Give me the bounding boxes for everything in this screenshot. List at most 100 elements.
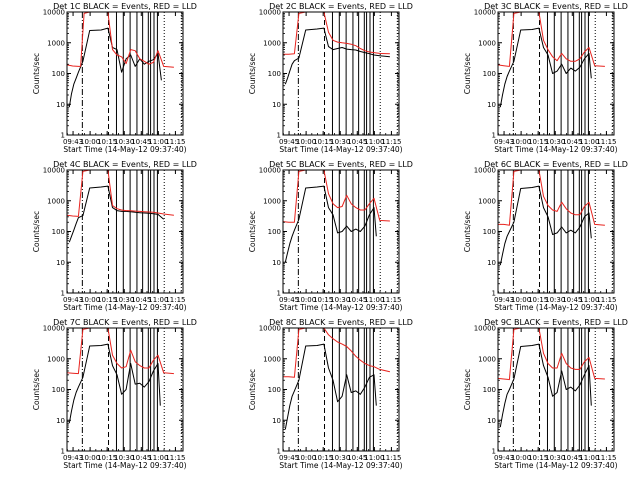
- y-tick-label: 1000: [47, 39, 65, 47]
- marker-lines: [512, 170, 613, 293]
- y-tick-label: 10000: [43, 9, 65, 17]
- x-axis-title: Start Time (14-May-12 09:37:40): [279, 145, 402, 154]
- events-series-line: [499, 27, 592, 108]
- x-tick-label: 10:00: [511, 454, 531, 462]
- marker-lines: [297, 12, 398, 135]
- x-tick-label: 10:15: [97, 454, 117, 462]
- panel-2: Det 2C BLACK = Events, RED = LLD 1 10 100 10…: [248, 2, 413, 154]
- panel-7: Det 7C BLACK = Events, RED = LLD 1 10 100 10…: [32, 318, 197, 470]
- lld-series-line: [498, 328, 605, 381]
- panel-5: Det 5C BLACK = Events, RED = LLD 1 10 100 10…: [248, 160, 413, 312]
- y-tick-label: 100: [268, 70, 281, 78]
- x-tick-label: 11:15: [596, 296, 616, 304]
- x-tick-label: 11:15: [165, 454, 185, 462]
- y-tick-label: 10: [487, 259, 496, 267]
- x-tick-label: 10:45: [562, 454, 582, 462]
- y-tick-label: 10000: [259, 9, 281, 17]
- plot-frame: [66, 169, 184, 294]
- x-tick-label: 10:00: [80, 296, 100, 304]
- x-tick-label: 10:15: [528, 454, 548, 462]
- x-axis-title: Start Time (14-May-12 09:37:40): [279, 303, 402, 312]
- x-tick-label: 11:00: [364, 138, 384, 146]
- plot-frame: [497, 169, 615, 294]
- events-series-line: [68, 185, 165, 243]
- y-tick-label: 1000: [263, 355, 281, 363]
- x-tick-label: 10:45: [131, 296, 151, 304]
- x-tick-label: 10:15: [313, 138, 333, 146]
- y-tick-label: 1: [61, 448, 65, 456]
- y-tick-label: 100: [52, 228, 65, 236]
- x-tick-label: 10:45: [131, 138, 151, 146]
- x-tick-label: 10:30: [114, 296, 134, 304]
- x-tick-label: 11:00: [579, 138, 599, 146]
- x-tick-label: 10:30: [330, 296, 350, 304]
- panel-title: Det 6C BLACK = Events, RED = LLD: [484, 160, 628, 169]
- y-tick-label: 1: [61, 132, 65, 140]
- y-tick-label: 1000: [263, 39, 281, 47]
- x-tick-label: 09:43: [63, 138, 83, 146]
- x-tick-label: 11:00: [148, 138, 168, 146]
- x-axis-title: Start Time (14-May-12 09:37:40): [63, 145, 186, 154]
- y-tick-label: 10000: [43, 325, 65, 333]
- x-tick-label: 09:43: [494, 138, 514, 146]
- x-tick-label: 11:15: [381, 138, 401, 146]
- y-axis-title: Counts/sec: [248, 53, 257, 94]
- marker-lines: [512, 12, 613, 135]
- events-series-line: [284, 27, 390, 85]
- y-axis-title: Counts/sec: [463, 53, 472, 94]
- panel-title: Det 7C BLACK = Events, RED = LLD: [53, 318, 197, 327]
- y-tick-label: 10000: [474, 167, 496, 175]
- x-tick-label: 10:45: [131, 454, 151, 462]
- events-series-line: [499, 185, 592, 266]
- x-tick-label: 11:00: [148, 296, 168, 304]
- y-tick-label: 1: [492, 290, 496, 298]
- y-tick-label: 10000: [259, 167, 281, 175]
- x-tick-label: 09:43: [494, 454, 514, 462]
- x-tick-label: 10:00: [80, 454, 100, 462]
- y-tick-label: 1: [61, 290, 65, 298]
- y-tick-label: 1000: [47, 355, 65, 363]
- plot-frame: [282, 11, 400, 136]
- x-tick-label: 10:45: [347, 454, 367, 462]
- x-tick-label: 10:15: [97, 296, 117, 304]
- x-tick-label: 10:45: [562, 296, 582, 304]
- x-tick-label: 10:15: [97, 138, 117, 146]
- x-tick-label: 10:30: [330, 454, 350, 462]
- plot-frame: [497, 327, 615, 452]
- x-tick-label: 10:30: [114, 454, 134, 462]
- y-tick-label: 10: [56, 101, 65, 109]
- y-tick-label: 1: [277, 290, 281, 298]
- plot-frame: [66, 11, 184, 136]
- y-tick-label: 10000: [474, 9, 496, 17]
- y-tick-label: 100: [52, 386, 65, 394]
- y-axis-title: Counts/sec: [248, 211, 257, 252]
- events-series-line: [284, 185, 377, 263]
- panel-title: Det 8C BLACK = Events, RED = LLD: [269, 318, 413, 327]
- marker-lines: [297, 170, 398, 293]
- y-tick-label: 1000: [478, 355, 496, 363]
- x-tick-label: 11:00: [364, 454, 384, 462]
- y-tick-label: 10: [487, 417, 496, 425]
- y-tick-label: 10: [56, 417, 65, 425]
- panel-8: Det 8C BLACK = Events, RED = LLD 1 10 100 10…: [248, 318, 413, 470]
- events-series-line: [68, 343, 161, 424]
- panel-title: Det 2C BLACK = Events, RED = LLD: [269, 2, 413, 11]
- y-axis-title: Counts/sec: [248, 369, 257, 410]
- events-series-line: [68, 27, 162, 108]
- x-tick-label: 09:43: [63, 296, 83, 304]
- x-tick-label: 11:00: [579, 296, 599, 304]
- x-tick-label: 10:45: [347, 296, 367, 304]
- y-tick-label: 100: [483, 386, 496, 394]
- x-tick-label: 11:00: [148, 454, 168, 462]
- y-axis-title: Counts/sec: [463, 211, 472, 252]
- panel-title: Det 3C BLACK = Events, RED = LLD: [484, 2, 628, 11]
- y-tick-label: 1000: [478, 197, 496, 205]
- y-tick-label: 100: [268, 386, 281, 394]
- x-tick-label: 10:15: [528, 296, 548, 304]
- x-tick-label: 11:15: [165, 138, 185, 146]
- y-tick-label: 10: [272, 417, 281, 425]
- panel-4: Det 4C BLACK = Events, RED = LLD 1 10 100 10…: [32, 160, 197, 312]
- lld-series-line: [67, 328, 174, 375]
- panel-title: Det 1C BLACK = Events, RED = LLD: [53, 2, 197, 11]
